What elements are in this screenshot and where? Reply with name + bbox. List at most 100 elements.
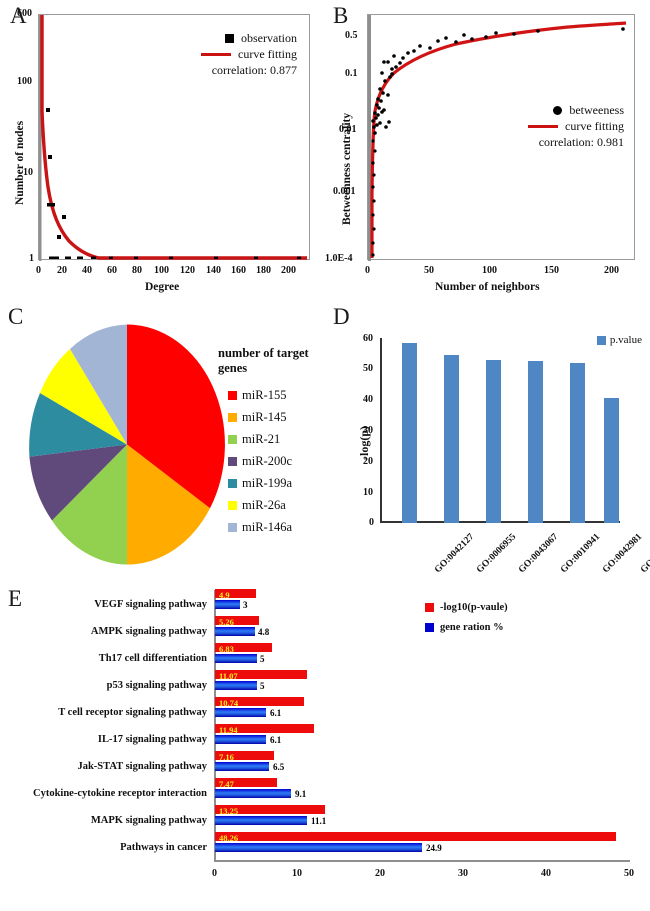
panel-d-legend-label: p.value	[609, 334, 642, 346]
panel-e-blue-bar-p53[interactable]	[215, 681, 257, 690]
panel-b-xtick-150: 150	[544, 265, 559, 276]
pie-legend-label: miR-200c	[242, 453, 292, 468]
panel-a-xtick-40: 40	[82, 265, 92, 276]
panel-d-bar-go0006955[interactable]	[444, 354, 459, 523]
panel-e-blue-value-mapk: 11.1	[311, 816, 327, 826]
panel-b-xtick-100: 100	[482, 265, 497, 276]
pie-legend-item-mir200c[interactable]: miR-200c	[228, 450, 292, 472]
pie-legend-item-mir145[interactable]: miR-145	[228, 406, 292, 428]
panel-b-ytick-0-001: 0.001	[333, 186, 356, 197]
panel-e-blue-bar-il17[interactable]	[215, 735, 266, 744]
pie-legend-item-mir146a[interactable]: miR-146a	[228, 516, 292, 538]
panel-e-blue-bar-th17[interactable]	[215, 654, 257, 663]
pie-chart	[29, 324, 225, 565]
panel-b-correlation: correlation: 0.981	[538, 134, 624, 149]
pie-slice-miR-26a[interactable]	[40, 348, 127, 445]
panel-e-blue-bar-mapk[interactable]	[215, 816, 308, 825]
panel-e-red-bar-jakstat[interactable]	[215, 751, 275, 760]
swatch-blue-icon	[425, 623, 434, 633]
panel-c-target-genes-pie: C number of target genes miR-155 miR-145…	[0, 300, 325, 580]
panel-b-fit-curve	[370, 21, 627, 258]
pie-legend-label: miR-145	[242, 409, 287, 424]
pie-legend-label: miR-21	[242, 431, 281, 446]
panel-e-red-bar-il17[interactable]	[215, 724, 315, 733]
panel-e-xtick-40: 40	[541, 868, 551, 879]
panel-b-xlabel: Number of neighbors	[435, 281, 540, 293]
panel-e-blue-value-cancer: 24.9	[426, 843, 442, 853]
panel-d-bar-go0010941[interactable]	[528, 361, 543, 523]
pie-slice-miR-155[interactable]	[127, 324, 225, 509]
panel-a-xtick-100: 100	[154, 265, 169, 276]
panel-e-kegg-pathways: E -log10(p-vaule) gene ration % VEGF sig…	[0, 580, 650, 911]
panel-e-red-value-mapk: 13.25	[219, 805, 239, 816]
swatch-green-icon	[228, 434, 237, 444]
panel-e-blue-value-th17: 5	[260, 654, 265, 664]
panel-e-label-tcell: T cell receptor signaling pathway	[58, 707, 207, 718]
panel-d-bar-go0033554[interactable]	[604, 398, 619, 523]
panel-e-blue-value-tcell: 6.1	[270, 708, 282, 718]
swatch-yellow-icon	[228, 500, 237, 510]
panel-e-legend-red: -log10(p-vaule)	[425, 598, 508, 618]
panel-d-ytick-60: 60	[363, 333, 373, 344]
panel-a-xtick-0: 0	[36, 265, 41, 276]
panel-b-ytick-0-1: 0.1	[345, 68, 358, 79]
panel-b-ytick-0-01: 0.01	[339, 124, 357, 135]
pie-slice-miR-145[interactable]	[127, 444, 210, 565]
panel-e-blue-bar-cytokine[interactable]	[215, 789, 291, 798]
panel-a-ytick-10: 10	[23, 167, 33, 178]
panel-e-red-bar-cytokine[interactable]	[215, 778, 277, 787]
panel-a-degree-distribution: A Number of nodes	[0, 0, 325, 300]
panel-d-ytick-20: 20	[363, 456, 373, 467]
pie-slice-miR-21[interactable]	[52, 444, 127, 565]
panel-e-blue-bar-cancer[interactable]	[215, 843, 422, 852]
swatch-orange-icon	[228, 412, 237, 422]
panel-b-legend-betweenness: betweeness	[528, 103, 624, 119]
panel-e-red-value-th17: 6.83	[219, 643, 234, 654]
panel-e-xtick-50: 50	[624, 868, 634, 879]
panel-e-label-p53: p53 signaling pathway	[106, 680, 207, 691]
pie-legend-item-mir21[interactable]: miR-21	[228, 428, 292, 450]
panel-e-red-bar-th17[interactable]	[215, 643, 272, 652]
pie-legend-label: miR-199a	[242, 475, 292, 490]
line-marker-icon	[201, 53, 232, 57]
swatch-red-icon	[228, 390, 237, 400]
panel-d-bar-go0042127[interactable]	[402, 342, 417, 523]
panel-e-blue-bar-vegf[interactable]	[215, 600, 240, 609]
panel-e-blue-bar-ampk[interactable]	[215, 627, 255, 636]
panel-e-red-bar-cancer[interactable]	[215, 832, 616, 841]
pie-slice-miR-146a[interactable]	[70, 324, 127, 445]
panel-d-ytick-40: 40	[363, 394, 373, 405]
panel-e-blue-value-cytokine: 9.1	[295, 789, 307, 799]
pie-legend-item-mir26a[interactable]: miR-26a	[228, 494, 292, 516]
panel-a-svg	[39, 15, 307, 261]
panel-c-letter: C	[8, 304, 24, 329]
panel-e-yaxis	[214, 590, 216, 860]
panel-b-letter: B	[333, 3, 349, 28]
panel-e-blue-bar-jakstat[interactable]	[215, 762, 269, 771]
swatch-bluegrey-icon	[228, 522, 237, 532]
panel-d-yaxis	[380, 338, 382, 523]
panel-a-legend-curve: curve fitting	[201, 47, 297, 63]
panel-d-ytick-0: 0	[369, 517, 374, 528]
panel-e-red-bar-ampk[interactable]	[215, 616, 259, 625]
swatch-blue-icon	[596, 335, 606, 345]
panel-e-blue-value-jakstat: 6.5	[273, 762, 285, 772]
panel-d-xlabel-go0042127: GO:0042127	[432, 532, 477, 576]
panel-e-blue-bar-tcell[interactable]	[215, 708, 266, 717]
panel-e-red-bar-mapk[interactable]	[215, 805, 325, 814]
panel-e-red-bar-tcell[interactable]	[215, 697, 305, 706]
pie-legend-item-mir155[interactable]: miR-155	[228, 384, 292, 406]
panel-a-xlabel: Degree	[145, 281, 180, 293]
panel-d-bar-go0042981[interactable]	[570, 362, 585, 523]
panel-d-go-enrichment: D -log(p) p.value 60 50 40 30 20 10 0 GO…	[325, 300, 650, 580]
panel-e-red-bar-vegf[interactable]	[215, 589, 256, 598]
pie-legend-item-mir199a[interactable]: miR-199a	[228, 472, 292, 494]
pie-slice-miR-200c[interactable]	[29, 444, 127, 521]
panel-a-xtick-200: 200	[281, 265, 296, 276]
pie-slice-miR-199a[interactable]	[29, 393, 128, 457]
panel-e-red-bar-p53[interactable]	[215, 670, 307, 679]
pie-legend-label: miR-146a	[242, 519, 292, 534]
panel-a-legend: observation curve fitting correlation: 0…	[201, 31, 297, 78]
panel-d-bar-go0043067[interactable]	[486, 359, 501, 523]
pie-legend-label: miR-155	[242, 387, 287, 402]
